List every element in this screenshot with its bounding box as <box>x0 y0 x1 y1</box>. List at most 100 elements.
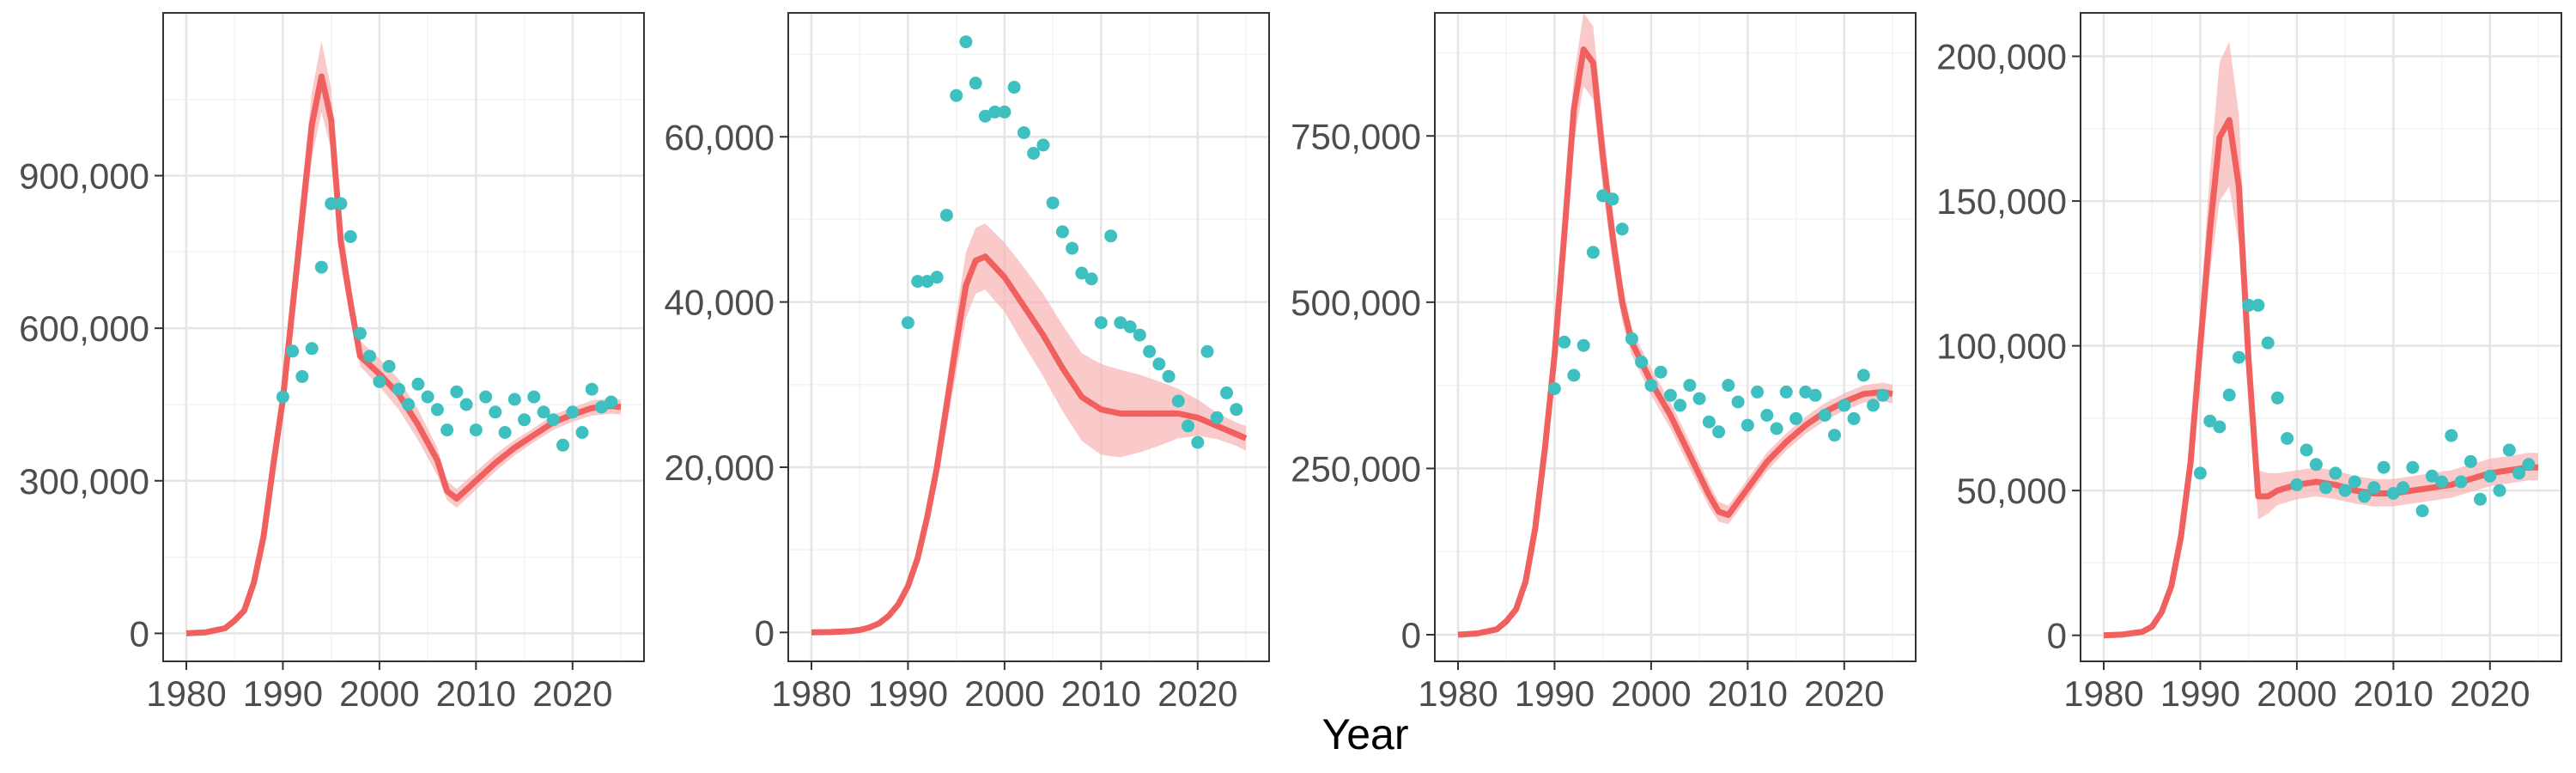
observed-point <box>305 342 319 356</box>
observed-point <box>459 398 473 411</box>
observed-point <box>2425 469 2439 483</box>
x-tick-label: 2020 <box>2450 673 2530 714</box>
observed-point <box>1654 365 1668 379</box>
x-tick-label: 1980 <box>2063 673 2143 714</box>
observed-point <box>440 423 454 437</box>
observed-point <box>988 105 1002 119</box>
observed-point <box>469 423 483 437</box>
observed-point <box>1847 411 1861 425</box>
observed-point <box>537 405 550 419</box>
observed-point <box>518 413 532 427</box>
observed-point <box>969 76 982 90</box>
observed-point <box>1770 422 1783 435</box>
y-tick-label: 0 <box>1401 615 1421 655</box>
observed-point <box>2222 388 2236 402</box>
observed-point <box>1731 395 1745 409</box>
observed-point <box>343 230 357 243</box>
observed-point <box>2348 475 2361 489</box>
observed-point <box>392 382 405 396</box>
observed-point <box>2329 466 2342 480</box>
observed-point <box>1114 316 1127 330</box>
observed-point <box>276 390 289 404</box>
observed-point <box>920 275 934 289</box>
observed-point <box>1856 368 1870 382</box>
x-tick-label: 2010 <box>436 673 516 714</box>
y-tick-label: 0 <box>755 612 775 653</box>
observed-point <box>2358 490 2372 503</box>
observed-point <box>1171 394 1185 408</box>
observed-point <box>1220 386 1233 399</box>
observed-point <box>1200 344 1214 358</box>
observed-point <box>1162 369 1176 383</box>
observed-point <box>566 405 580 419</box>
x-tick-label: 2010 <box>1708 673 1788 714</box>
observed-point <box>1210 411 1224 424</box>
x-tick-label: 1990 <box>243 673 323 714</box>
model-line <box>2103 117 2538 639</box>
observed-point <box>1075 266 1089 280</box>
observed-point <box>1838 399 1851 412</box>
observed-point <box>1808 388 1822 402</box>
observed-point <box>1615 222 1629 236</box>
observed-point <box>1133 328 1146 342</box>
observed-point <box>2502 443 2516 457</box>
observed-point <box>295 369 309 383</box>
observed-point <box>2474 492 2487 506</box>
observed-point <box>605 395 618 409</box>
observed-point <box>1123 320 1137 333</box>
y-tick-label: 50,000 <box>1957 471 2067 511</box>
plot-background <box>163 13 644 661</box>
observed-point <box>939 209 953 222</box>
observed-point <box>1152 357 1166 371</box>
observed-point <box>1606 192 1619 206</box>
model-line <box>1457 46 1893 638</box>
observed-point <box>1799 385 1813 399</box>
observed-point <box>334 197 348 210</box>
observed-point <box>959 35 973 49</box>
y-tick-label: 900,000 <box>19 155 149 196</box>
observed-point <box>1674 399 1687 412</box>
observed-point <box>1046 196 1060 210</box>
observed-point <box>911 275 925 289</box>
observed-point <box>1828 429 1841 442</box>
observed-point <box>2193 466 2207 480</box>
observed-point <box>1191 435 1205 449</box>
observed-point <box>2464 454 2477 468</box>
observed-point <box>1692 392 1706 405</box>
plot-background <box>2081 13 2561 661</box>
observed-point <box>1760 409 1774 422</box>
observed-point <box>1702 415 1716 429</box>
x-tick-label: 2000 <box>2257 673 2336 714</box>
observed-point <box>2300 443 2313 457</box>
observed-point <box>325 197 338 210</box>
y-tick-label: 300,000 <box>19 461 149 502</box>
x-tick-label: 2000 <box>964 673 1044 714</box>
panel-border <box>2080 12 2562 662</box>
observed-point <box>402 398 416 411</box>
observed-point <box>585 382 598 396</box>
x-tick-label: 2000 <box>339 673 419 714</box>
y-tick-label: 200,000 <box>1936 37 2067 77</box>
x-axis-title: Year <box>1321 710 1408 758</box>
observed-point <box>1722 379 1735 393</box>
observed-point <box>2251 298 2265 312</box>
observed-point <box>286 344 300 358</box>
x-tick-label: 2020 <box>1804 673 1884 714</box>
y-tick-label: 600,000 <box>19 308 149 349</box>
x-tick-label: 2010 <box>1061 673 1141 714</box>
plot-background <box>1435 13 1916 661</box>
observed-point <box>527 390 541 404</box>
y-tick-label: 100,000 <box>1936 326 2067 367</box>
observed-point <box>2232 350 2245 364</box>
x-tick-label: 2020 <box>532 673 612 714</box>
y-tick-label: 40,000 <box>665 283 775 323</box>
observed-point <box>930 271 944 284</box>
x-tick-label: 2010 <box>2354 673 2433 714</box>
observed-point <box>1017 126 1030 139</box>
observed-point <box>1143 344 1157 358</box>
observed-point <box>2493 484 2506 497</box>
x-tick-label: 1990 <box>1515 673 1595 714</box>
observed-point <box>2213 420 2227 434</box>
x-tick-label: 2020 <box>1157 673 1237 714</box>
observed-point <box>2435 475 2449 489</box>
